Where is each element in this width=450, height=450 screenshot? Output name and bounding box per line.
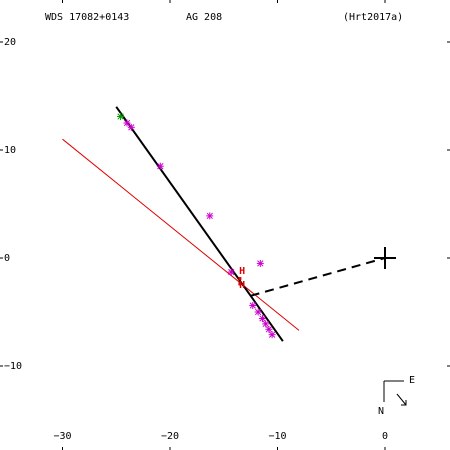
primary-star [374,247,396,269]
observation-point [258,314,266,322]
orbit-fit-line [115,106,284,342]
h-mark-label: H [239,266,245,277]
x-tick-label: −20 [161,431,179,442]
y-tick-label: 10 [4,145,16,156]
observation-point [127,123,135,131]
x-tick-label: −30 [53,431,71,442]
predicted-point [238,277,242,281]
compass-arrowhead [401,400,407,406]
y-tick-label: −10 [4,361,22,372]
observation-point [265,325,273,333]
observation-point [156,162,164,170]
observation-point [262,320,270,328]
secondary-fit-line [62,138,300,331]
observation-point [249,302,257,310]
separation-dashed-line [250,257,386,297]
observation-point [254,308,262,316]
fit-lines [62,106,386,342]
observation-point [268,331,276,339]
compass-north-label: N [378,406,384,417]
compass-east-label: E [409,375,415,386]
y-tick-label: 0 [4,253,10,264]
observation-point [206,212,214,220]
compass-motion-arrow [396,393,407,406]
observation-point [117,113,125,121]
header-designation: AG 208 [186,12,222,23]
y-tick-label: 20 [4,37,16,48]
data-points: HH [117,113,276,339]
observation-point [227,268,235,276]
header-reference: (Hrt2017a) [343,12,403,23]
x-tick-label: −10 [268,431,286,442]
predicted-point [238,282,242,286]
header-wds-id: WDS 17082+0143 [45,12,129,23]
compass-rose: EN [378,375,415,417]
x-tick-label: 0 [382,431,388,442]
observation-point [256,259,264,267]
h-mark-label: H [239,280,245,291]
